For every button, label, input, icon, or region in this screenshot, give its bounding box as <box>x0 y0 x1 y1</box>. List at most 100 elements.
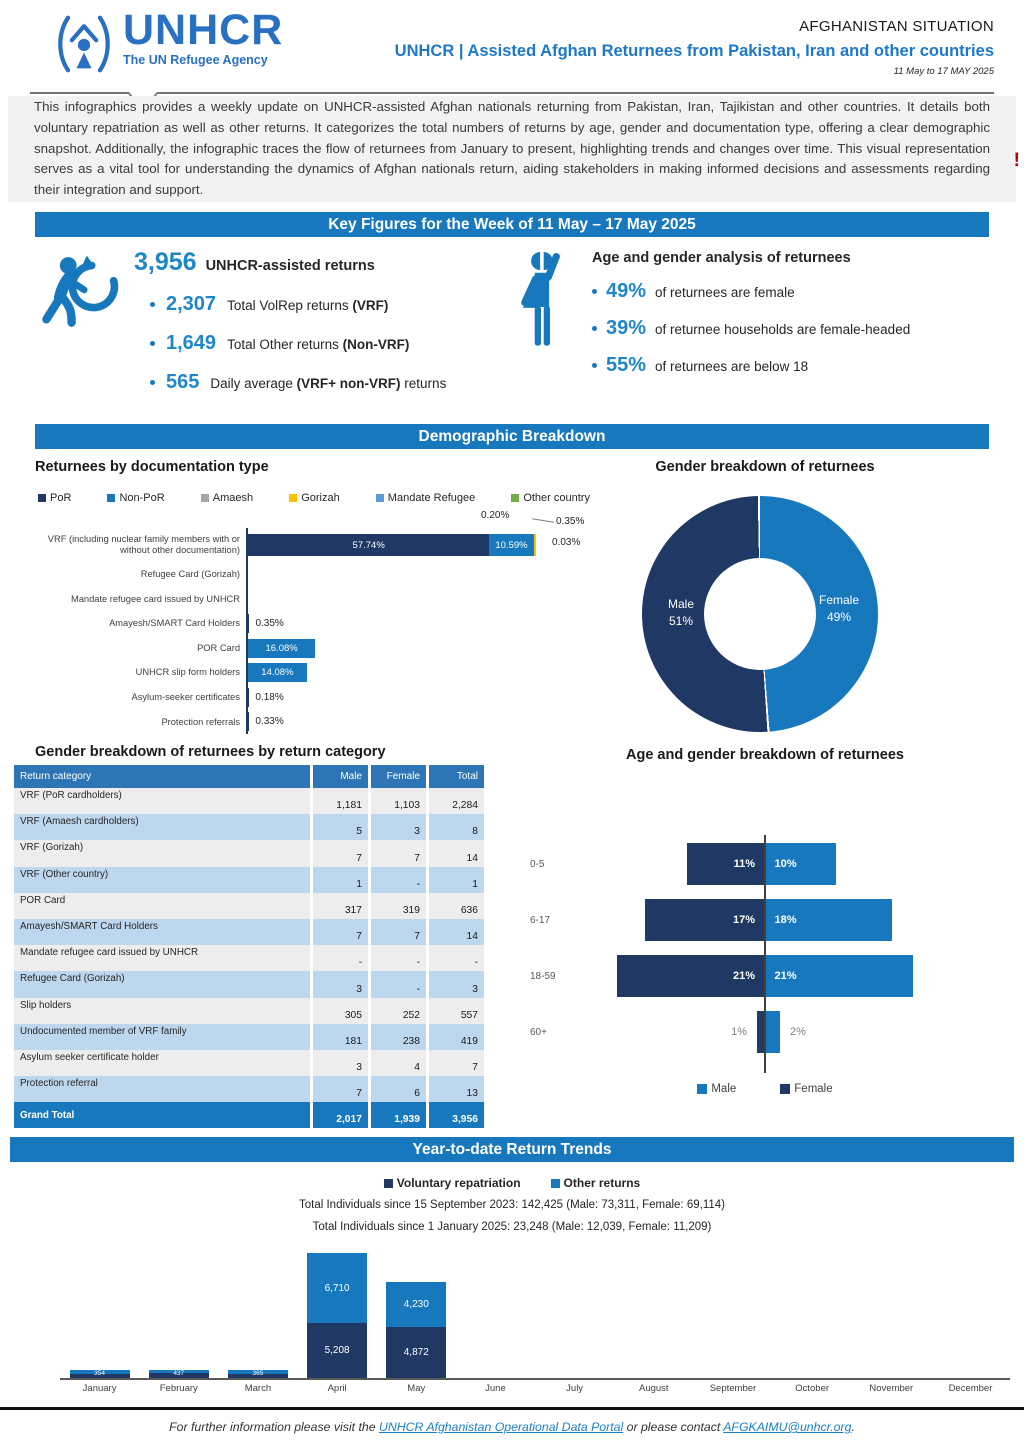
column-header-female: Female <box>368 765 426 788</box>
headline-figure: 3,956 UNHCR-assisted returns <box>134 248 446 277</box>
data-portal-link[interactable]: UNHCR Afghanistan Operational Data Porta… <box>378 1420 624 1434</box>
month-slot <box>931 1183 1010 1378</box>
cell-category: VRF (Other country) <box>20 868 109 880</box>
doc-bar-track: 14.08% <box>246 660 620 685</box>
cell-value: 636 <box>426 892 484 919</box>
female-bar: 17% <box>645 899 764 941</box>
female-share-value: 49% <box>606 280 647 302</box>
column-header-total: Total <box>426 765 484 788</box>
bullet-icon <box>592 363 597 368</box>
bar-value-label: 4,872 <box>403 1346 429 1358</box>
gender-donut-title: Gender breakdown of returnees <box>655 459 875 475</box>
callout-label: 0.03% <box>552 537 581 548</box>
label-text: Total Other returns <box>227 337 343 352</box>
cell-value: 3,956 <box>426 1102 484 1129</box>
label-text: Total VolRep returns <box>227 298 353 313</box>
right-bar-zone: 18% <box>764 899 1000 941</box>
contact-email-link[interactable]: AFGKAIMU@unhcr.org <box>723 1420 852 1434</box>
month-slot <box>456 1183 535 1378</box>
table-row: VRF (Other country) 1-1 <box>14 866 484 893</box>
left-bar-zone: 21% <box>570 955 764 997</box>
age-gender-pyramid-chart: 0-5 11% 10% 6-17 17% 18% 18-59 21% 21% 60+ 1% 2% <box>530 835 1000 1073</box>
situation-label: AFGHANISTAN SITUATION <box>799 18 994 35</box>
bar-value-label: 11% <box>733 858 755 870</box>
cell-value: 3 <box>426 971 484 998</box>
bar-value-label: 354 <box>94 1370 105 1377</box>
doc-bar-track <box>246 586 620 612</box>
month-slot <box>852 1183 931 1378</box>
bullet-icon <box>592 326 597 331</box>
voluntary-repatriation-swatch-icon <box>383 1178 393 1188</box>
bar-value-label: 0.35% <box>255 617 284 629</box>
month-slot <box>773 1183 852 1378</box>
month-slot <box>693 1183 772 1378</box>
cell-value: 1,939 <box>368 1102 426 1129</box>
label-bold: (VRF) <box>352 298 389 313</box>
stacked-bar: 6,710 5,208 <box>307 1252 368 1378</box>
cell-category: Mandate refugee card issued by UNHCR <box>20 947 199 959</box>
month-slot: 354 <box>60 1183 139 1378</box>
cell-category: Undocumented member of VRF family <box>20 1025 187 1037</box>
key-figures-banner: Key Figures for the Week of 11 May – 17 … <box>35 212 989 237</box>
month-label: July <box>566 1383 584 1394</box>
trends-banner: Year-to-date Return Trends <box>10 1137 1014 1162</box>
bar-segment-non-por: 10.59% <box>489 534 534 556</box>
bar-segment-slip: 14.08% <box>248 663 307 683</box>
other-returns-segment: 4,230 <box>386 1282 447 1327</box>
legend-label: Amaesh <box>212 492 254 504</box>
male-bar: 18% <box>765 899 892 941</box>
legend-label: Gorizah <box>301 492 340 504</box>
month-label: March <box>244 1383 272 1394</box>
doc-chart-row: Asylum-seeker certificates 0.18% <box>35 684 620 710</box>
bar-value-label: 2% <box>790 1026 806 1038</box>
pyramid-row: 60+ 1% 2% <box>530 1011 1000 1053</box>
female-headed-item: 39% of returnee households are female-he… <box>592 317 910 340</box>
cell-value: - <box>426 945 484 972</box>
month-slot <box>535 1183 614 1378</box>
cell-value: 3 <box>310 1049 368 1077</box>
doc-chart-row: UNHCR slip form holders 14.08% <box>35 660 620 685</box>
bar-value-label: 365 <box>252 1370 264 1377</box>
table-body: VRF (PoR cardholders) 1,181 1,103 2,284 VRF … <box>14 788 484 1129</box>
voluntary-repatriation-segment <box>148 1373 209 1378</box>
table-row: Protection referral 7 6 13 <box>14 1076 484 1103</box>
returnee-running-icon <box>42 255 119 327</box>
cell-value: 3 <box>368 814 426 841</box>
label-text: Daily average <box>210 376 297 391</box>
cell-category: Amayesh/SMART Card Holders <box>20 920 158 932</box>
callout-line <box>532 518 554 523</box>
legend-item-other-country: Other country <box>511 492 590 504</box>
pyramid-row: 0-5 11% 10% <box>530 843 1000 885</box>
headline-label: UNHCR-assisted returns <box>205 258 375 274</box>
female-headed-value: 39% <box>606 317 647 339</box>
person-gender-icon <box>521 252 560 346</box>
cell-category: Asylum seeker certificate holder <box>20 1051 159 1063</box>
right-bar-zone: 21% <box>764 955 1000 997</box>
ytd-trends-chart: 354 437 365 6,710 5,208 4,230 4,872 January Feb… <box>60 1183 1010 1394</box>
vrf-returns-item: 2,307 Total VolRep returns (VRF) <box>150 293 446 316</box>
voluntary-repatriation-segment: 5,208 <box>307 1323 368 1378</box>
bullet-icon <box>150 302 155 307</box>
bar-value-label: 17% <box>732 914 755 926</box>
age-label: 18-59 <box>530 970 556 982</box>
month-label: August <box>639 1383 669 1394</box>
age-label: 6-17 <box>530 914 551 926</box>
header: UNHCR The UN Refugee Agency AFGHANISTAN … <box>30 9 994 88</box>
logo-tagline: The UN Refugee Agency <box>123 52 268 67</box>
cell-value: 7 <box>368 918 426 946</box>
slice-percent: 49% <box>826 609 852 624</box>
legend-label: Non-PoR <box>119 492 165 504</box>
cell-value: 305 <box>310 997 368 1024</box>
vrf-label: Total VolRep returns (VRF) <box>227 298 388 313</box>
age-label: 60+ <box>530 1026 547 1038</box>
male-bar <box>765 1011 780 1053</box>
legend-label: Mandate Refugee <box>387 492 476 504</box>
gender-donut-chart: Male 51% Female 49% <box>642 496 878 732</box>
ytd-bars: 354 437 365 6,710 5,208 4,230 4,872 <box>60 1183 1010 1378</box>
headline-value: 3,956 <box>134 248 197 276</box>
age-gender-content: Age and gender analysis of returnees 49%… <box>592 248 910 377</box>
voluntary-repatriation-segment <box>69 1374 130 1378</box>
month-label: April <box>327 1383 347 1394</box>
bar-value-label: 1% <box>731 1026 747 1038</box>
right-bar-zone: 2% <box>764 1011 1000 1053</box>
